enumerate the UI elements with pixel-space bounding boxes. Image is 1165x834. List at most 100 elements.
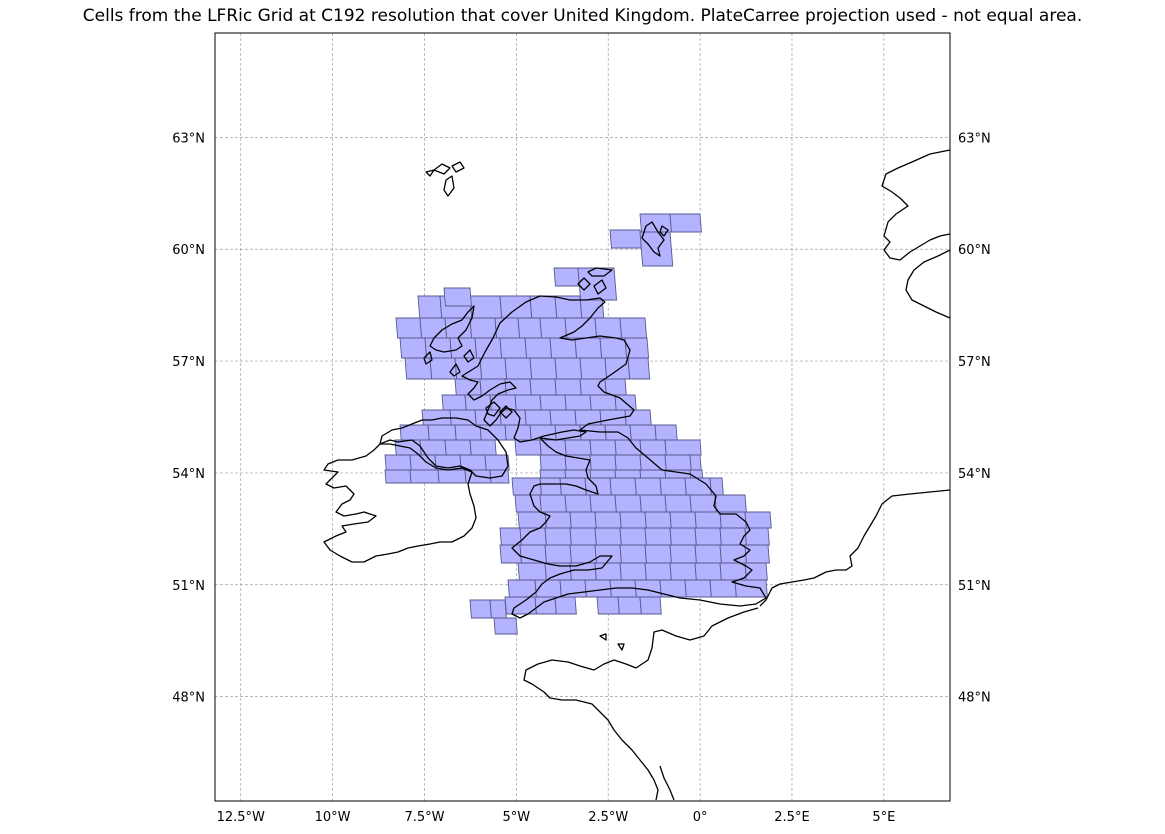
coastlines bbox=[323, 149, 951, 801]
grid-cell bbox=[694, 562, 722, 581]
grid-cell bbox=[594, 562, 622, 581]
grid-cell bbox=[499, 337, 528, 359]
grid-cell bbox=[589, 454, 617, 471]
grid-cell bbox=[614, 439, 642, 456]
grid-cell bbox=[619, 562, 647, 581]
grid-cell bbox=[489, 599, 507, 619]
grid-cell bbox=[484, 454, 510, 471]
lat-tick-label-right: 48°N bbox=[958, 691, 991, 706]
grid-cell bbox=[469, 599, 492, 619]
lon-tick-label: 12.5°W bbox=[217, 810, 265, 825]
grid-cell bbox=[744, 527, 770, 546]
coastline-west-scotland-isles bbox=[423, 305, 513, 419]
grid-cell bbox=[564, 394, 592, 411]
coastline-netherlands bbox=[759, 489, 951, 607]
grid-cell bbox=[744, 544, 770, 564]
grid-cell bbox=[479, 424, 507, 441]
grid-cell bbox=[624, 409, 652, 426]
lat-tick-label-right: 60°N bbox=[958, 243, 991, 258]
grid-cell bbox=[529, 295, 558, 319]
latitude-labels-left: 48°N 51°N 54°N 57°N 60°N 63°N bbox=[172, 131, 205, 705]
grid-cell bbox=[664, 439, 702, 456]
grid-cell bbox=[594, 317, 623, 339]
lat-tick-label-left: 51°N bbox=[172, 579, 205, 594]
grid-cell bbox=[539, 477, 562, 496]
coastline-northern-ireland bbox=[379, 417, 509, 479]
grid-cell bbox=[514, 439, 542, 456]
grid-cell bbox=[395, 317, 423, 339]
grid-cell bbox=[569, 511, 597, 529]
grid-cell bbox=[719, 544, 747, 564]
grid-cell bbox=[579, 378, 607, 396]
grid-cell bbox=[694, 544, 722, 564]
grid-cell bbox=[669, 562, 697, 581]
grid-cell bbox=[689, 494, 717, 513]
grid-cell bbox=[437, 469, 467, 484]
coastline-shetland bbox=[641, 221, 669, 257]
grid-cell bbox=[639, 494, 667, 513]
grid-cell bbox=[544, 544, 572, 564]
grid-cell bbox=[589, 494, 617, 513]
lat-tick-label-left: 48°N bbox=[172, 691, 205, 706]
grid-cell bbox=[694, 511, 722, 529]
grid-cell bbox=[669, 527, 697, 546]
lon-tick-label: 7.5°W bbox=[404, 810, 444, 825]
grid-cell bbox=[644, 562, 672, 581]
lon-tick-label: 0° bbox=[693, 810, 708, 825]
grid-cell bbox=[619, 317, 648, 339]
grid-cell bbox=[644, 544, 672, 564]
grid-cell bbox=[539, 494, 567, 513]
grid-cell bbox=[614, 454, 642, 471]
lat-tick-label-left: 63°N bbox=[172, 131, 205, 146]
grid-cell bbox=[714, 494, 747, 513]
lon-tick-label: 5°E bbox=[872, 810, 895, 825]
grid-cell bbox=[644, 511, 672, 529]
grid-cell bbox=[589, 439, 617, 456]
grid-cell bbox=[624, 337, 650, 359]
grid-cell bbox=[424, 337, 453, 359]
grid-cell bbox=[559, 477, 587, 496]
coastline-faroe bbox=[425, 161, 465, 197]
grid-cell bbox=[444, 439, 472, 456]
grid-cell bbox=[669, 544, 697, 564]
grid-cell bbox=[569, 527, 597, 546]
coastline-channel-islands bbox=[599, 633, 625, 651]
grid-cell bbox=[554, 378, 582, 396]
grid-cell bbox=[517, 562, 547, 581]
grid-cell bbox=[524, 409, 552, 426]
grid-cell bbox=[499, 295, 533, 319]
latitude-labels-right: 48°N 51°N 54°N 57°N 60°N 63°N bbox=[958, 131, 991, 705]
grid-cell bbox=[629, 424, 657, 441]
coastline-great-britain bbox=[461, 295, 767, 619]
grid-cell bbox=[441, 394, 467, 411]
grid-cell bbox=[644, 527, 672, 546]
grid-cell bbox=[664, 494, 692, 513]
grid-cells bbox=[384, 213, 772, 635]
grid-cell bbox=[529, 378, 557, 396]
grid-cell bbox=[609, 229, 642, 249]
lon-tick-label: 2.5°W bbox=[588, 810, 628, 825]
grid-cell bbox=[599, 337, 628, 359]
grid-cell bbox=[639, 231, 674, 267]
grid-cell bbox=[719, 562, 747, 581]
grid-cell bbox=[684, 579, 712, 598]
grid-cell bbox=[596, 596, 620, 615]
grid-cell bbox=[443, 287, 472, 307]
grid-cell bbox=[469, 439, 497, 456]
lat-tick-label-left: 57°N bbox=[172, 355, 205, 370]
grid-cell bbox=[594, 511, 622, 529]
grid-cell bbox=[694, 527, 722, 546]
grid-cell bbox=[669, 511, 697, 529]
lon-tick-label: 5°W bbox=[503, 810, 531, 825]
grid-cell bbox=[554, 596, 577, 615]
grid-cell bbox=[517, 317, 543, 339]
lat-tick-label-right: 51°N bbox=[958, 579, 991, 594]
grid-cell bbox=[504, 378, 532, 396]
longitude-labels: 12.5°W 10°W 7.5°W 5°W 2.5°W 0° 2.5°E 5°E bbox=[217, 810, 896, 825]
grid-cell bbox=[709, 477, 724, 496]
coastline-france bbox=[523, 607, 759, 801]
grid-cell bbox=[479, 357, 508, 380]
grid-cell bbox=[654, 424, 678, 441]
grid-cell bbox=[734, 579, 768, 598]
